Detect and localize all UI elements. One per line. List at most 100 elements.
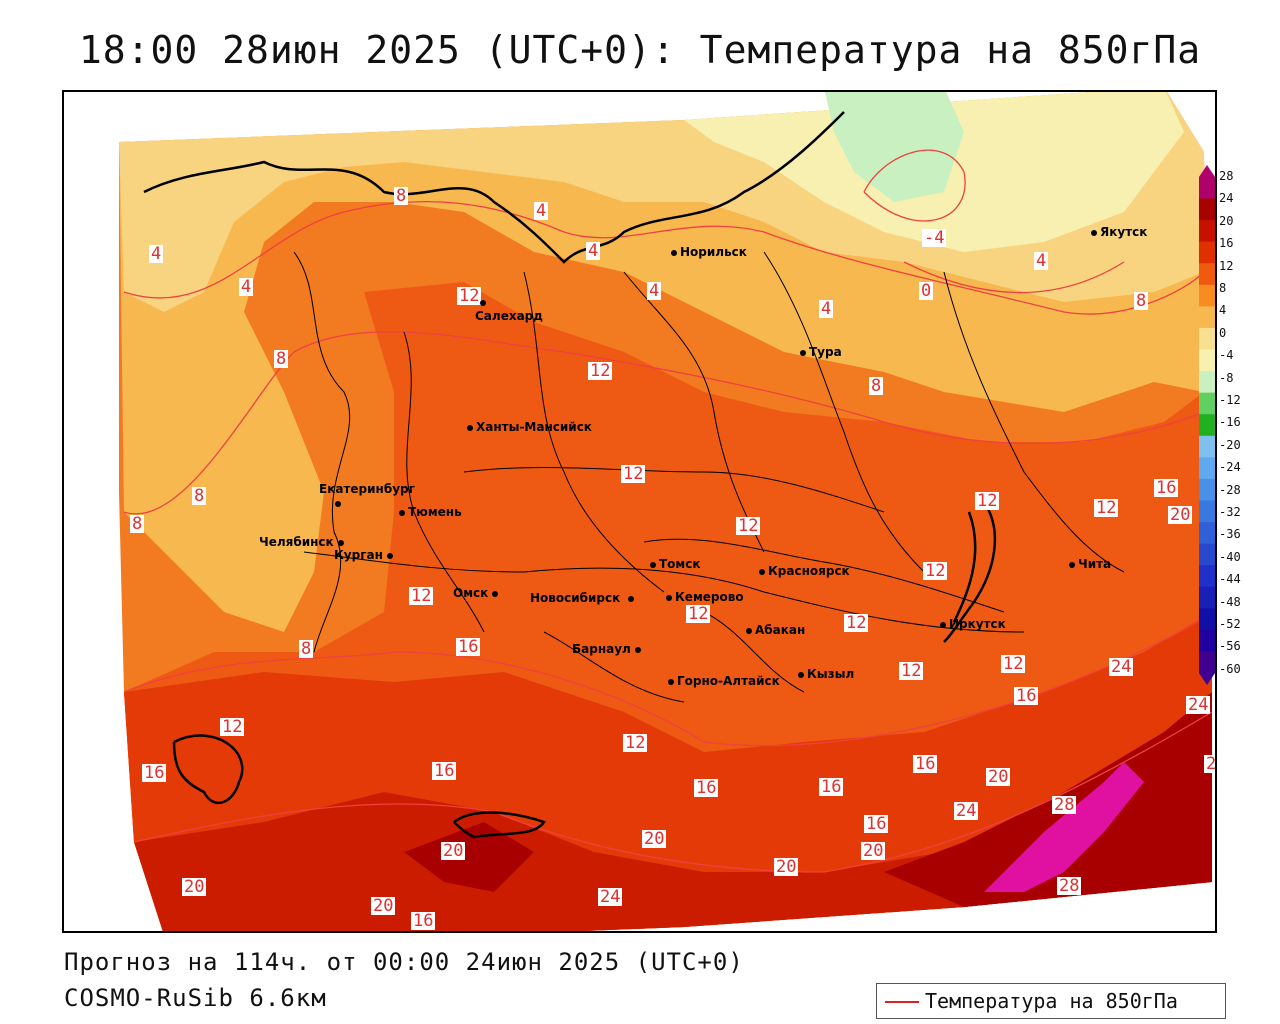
contour-label: 16 xyxy=(411,911,436,931)
contour-label: 4 xyxy=(1034,251,1049,271)
contour-label: 20 xyxy=(371,896,396,916)
colorbar-tick: -20 xyxy=(1219,438,1241,452)
contour-label: 16 xyxy=(913,754,938,774)
contour-label: 4 xyxy=(239,277,254,297)
contour-label: 20 xyxy=(642,829,667,849)
city-chelyabinsk[interactable]: Челябинск xyxy=(259,535,347,549)
city-krasnoyarsk[interactable]: Красноярск xyxy=(759,564,850,578)
colorbar-tick: 8 xyxy=(1219,281,1227,295)
colorbar-segment xyxy=(1199,522,1215,545)
colorbar-tick: -48 xyxy=(1219,595,1241,609)
contour-label: 8 xyxy=(869,376,884,396)
legend-label: Температура на 850гПа xyxy=(925,989,1178,1013)
colorbar-ticks: 28 24 20 16 12 8 4 0 -4 -8 -12 -16 -20 -… xyxy=(1219,170,1279,680)
contour-label: 8 xyxy=(192,486,207,506)
contour-label: 8 xyxy=(130,514,145,534)
city-kemerovo[interactable]: Кемерово xyxy=(666,590,744,604)
contour-label: 12 xyxy=(409,586,434,606)
colorbar-tick: 20 xyxy=(1219,214,1234,228)
colorbar-tick: -56 xyxy=(1219,639,1241,653)
contour-label: 16 xyxy=(142,763,167,783)
colorbar-segment xyxy=(1199,349,1215,372)
city-kurgan[interactable]: Курган xyxy=(334,548,396,562)
colorbar-tick: -8 xyxy=(1219,371,1234,385)
colorbar-tick: 24 xyxy=(1219,191,1234,205)
city-omsk[interactable]: Омск xyxy=(453,586,501,600)
colorbar-tick: 4 xyxy=(1219,303,1227,317)
contour-label: 12 xyxy=(844,613,869,633)
map-title: 18:00 28июн 2025 (UTC+0): Температура на… xyxy=(78,28,1202,72)
city-gorno-altaysk[interactable]: Горно-Алтайск xyxy=(668,674,780,688)
contour-label: 20 xyxy=(861,841,886,861)
colorbar-segment xyxy=(1199,177,1215,200)
colorbar-tick: 0 xyxy=(1219,326,1227,340)
contour-label: 24 xyxy=(1186,695,1211,715)
contour-label: 12 xyxy=(1001,654,1026,674)
city-tyumen[interactable]: Тюмень xyxy=(399,505,462,519)
city-barnaul[interactable]: Барнаул xyxy=(572,642,644,656)
colorbar-tick: -40 xyxy=(1219,550,1241,564)
colorbar-segment xyxy=(1199,629,1215,652)
contour-label: 16 xyxy=(1154,478,1179,498)
colorbar-segment xyxy=(1199,543,1215,566)
colorbar-tick: -36 xyxy=(1219,527,1241,541)
contour-label: 2 xyxy=(1204,754,1217,774)
city-chita[interactable]: Чита xyxy=(1069,557,1111,571)
colorbar xyxy=(1199,165,1215,685)
city-irkutsk[interactable]: Иркутск xyxy=(940,617,1006,631)
contour-label: 28 xyxy=(1057,876,1082,896)
colorbar-segment xyxy=(1199,478,1215,501)
colorbar-segment xyxy=(1199,327,1215,351)
contour-lines xyxy=(123,149,1213,873)
city-tura[interactable]: Тура xyxy=(800,345,842,359)
contour-label: 12 xyxy=(621,464,646,484)
contour-label: 12 xyxy=(457,286,482,306)
colorbar-segment xyxy=(1199,371,1215,394)
forecast-info: Прогноз на 114ч. от 00:00 24июн 2025 (UT… xyxy=(64,948,744,976)
contour-label: 8 xyxy=(299,639,314,659)
city-yakutsk[interactable]: Якутск xyxy=(1091,225,1147,239)
city-salekhard[interactable]: Салехард xyxy=(475,295,543,323)
contour-label: 8 xyxy=(1134,291,1149,311)
colorbar-segment xyxy=(1199,392,1215,415)
colorbar-segment xyxy=(1199,435,1215,458)
contour-label: 8 xyxy=(274,349,289,369)
contour-label: 16 xyxy=(456,637,481,657)
city-tomsk[interactable]: Томск xyxy=(650,557,701,571)
legend-line-swatch xyxy=(885,1001,919,1003)
contour-label: 16 xyxy=(1014,686,1039,706)
contour-label: 24 xyxy=(598,887,623,907)
coastline xyxy=(143,111,997,839)
colorbar-tick: -60 xyxy=(1219,662,1241,676)
contour-label: 20 xyxy=(774,857,799,877)
map-legend: Температура на 850гПа xyxy=(876,983,1226,1019)
colorbar-tick: -24 xyxy=(1219,460,1241,474)
colorbar-tick: 16 xyxy=(1219,236,1234,250)
city-khanty-mansiysk[interactable]: Ханты-Мансийск xyxy=(467,420,592,434)
contour-label: 16 xyxy=(432,761,457,781)
colorbar-tick: -12 xyxy=(1219,393,1241,407)
contour-label: 12 xyxy=(588,361,613,381)
contour-label: 16 xyxy=(864,814,889,834)
contour-label: 12 xyxy=(686,604,711,624)
colorbar-segment xyxy=(1199,651,1215,674)
city-yekaterinburg[interactable]: Екатеринбург xyxy=(319,482,415,510)
city-norilsk[interactable]: Норильск xyxy=(671,245,747,259)
temperature-map[interactable]: -4 0 4 4 4 4 4 4 4 8 8 8 8 8 8 8 12 12 1… xyxy=(62,90,1217,933)
contour-label: 12 xyxy=(623,733,648,753)
contour-label: 12 xyxy=(220,717,245,737)
zone-minus4 xyxy=(825,92,964,202)
contour-label: 20 xyxy=(1168,505,1193,525)
contour-label: 4 xyxy=(647,281,662,301)
contour-label: 12 xyxy=(1094,498,1119,518)
contour-label: 16 xyxy=(819,777,844,797)
city-kyzyl[interactable]: Кызыл xyxy=(798,667,854,681)
contour-label: 4 xyxy=(586,241,601,261)
contour-label: 8 xyxy=(394,186,409,206)
zone-28 xyxy=(984,762,1144,892)
city-novosibirsk[interactable]: Новосибирск xyxy=(530,591,637,605)
city-abakan[interactable]: Абакан xyxy=(746,623,805,637)
colorbar-tick: 12 xyxy=(1219,259,1234,273)
colorbar-segment xyxy=(1199,220,1215,243)
colorbar-tick: -52 xyxy=(1219,617,1241,631)
